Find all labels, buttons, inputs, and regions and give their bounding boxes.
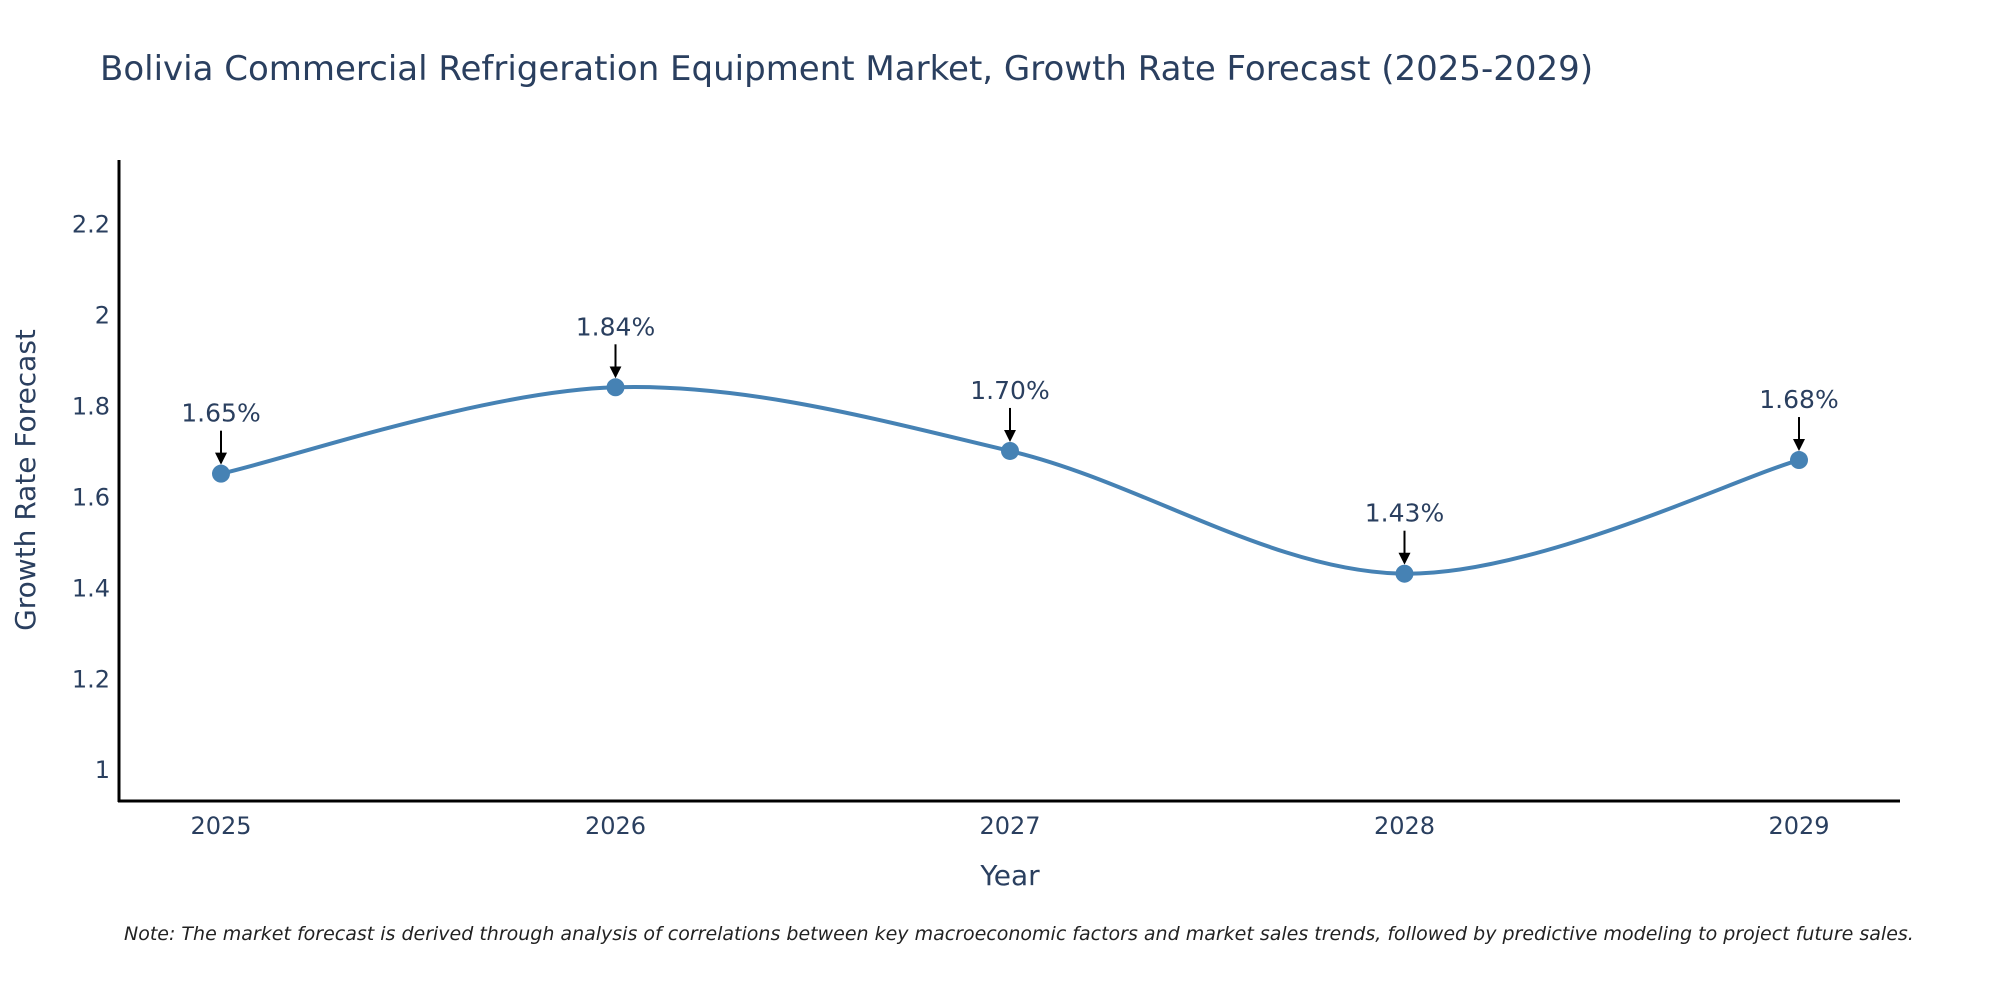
annotation-label: 1.43% — [1365, 499, 1444, 528]
series-markers — [212, 378, 1808, 583]
data-point — [1790, 451, 1808, 470]
y-tick-label: 2 — [95, 302, 110, 330]
annotation-label: 1.84% — [576, 312, 655, 341]
y-axis-title: Growth Rate Forecast — [9, 329, 42, 631]
y-tick-label: 1 — [95, 756, 110, 784]
x-tick-label: 2028 — [1374, 812, 1435, 840]
y-tick-label: 2.2 — [72, 211, 110, 239]
annotation-label: 1.70% — [970, 376, 1049, 405]
chart-title: Bolivia Commercial Refrigeration Equipme… — [100, 49, 1593, 89]
data-annotations: 1.65% 1.84% 1.70% 1.43% 1.68% — [181, 312, 1839, 565]
x-axis-ticks: 2025 2026 2027 2028 2029 — [190, 812, 1829, 840]
footnote: Note: The market forecast is derived thr… — [124, 923, 1914, 945]
x-axis-title: Year — [979, 859, 1040, 892]
data-point — [606, 378, 625, 397]
y-tick-label: 1.4 — [72, 574, 110, 602]
data-point — [212, 464, 230, 483]
x-tick-label: 2029 — [1768, 812, 1829, 840]
x-tick-label: 2026 — [585, 812, 646, 840]
data-point — [1001, 441, 1019, 460]
y-tick-label: 1.8 — [72, 392, 110, 420]
annotation-label: 1.68% — [1759, 385, 1838, 414]
y-tick-label: 1.2 — [72, 665, 110, 693]
data-point — [1395, 564, 1414, 583]
y-axis-ticks: 1 1.2 1.4 1.6 1.8 2 2.2 — [72, 211, 110, 785]
y-tick-label: 1.6 — [72, 483, 110, 511]
annotation-label: 1.65% — [181, 399, 260, 428]
x-tick-label: 2027 — [979, 812, 1040, 840]
x-tick-label: 2025 — [190, 812, 251, 840]
